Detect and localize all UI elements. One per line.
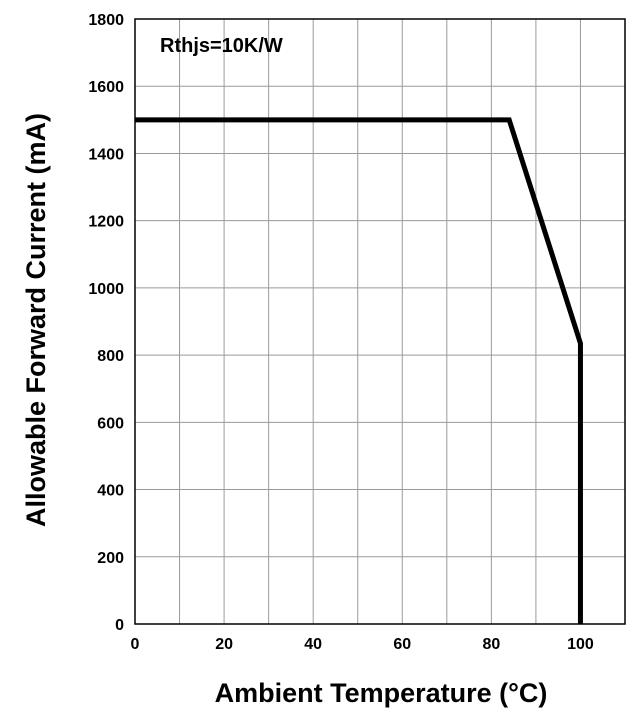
- x-tick-label: 60: [393, 636, 411, 653]
- x-tick-labels: 0 20 40 60 80 100: [131, 636, 594, 653]
- x-tick-label: 80: [482, 636, 500, 653]
- y-tick-label: 1200: [88, 214, 124, 231]
- y-tick-label: 1400: [88, 146, 124, 163]
- y-axis-title: Allowable Forward Current (mA): [21, 113, 51, 527]
- y-tick-label: 200: [97, 550, 124, 567]
- x-tick-label: 100: [567, 636, 594, 653]
- y-tick-labels: 0 200 400 600 800 1000 1200 1400 1600 1800: [88, 12, 124, 634]
- y-tick-label: 0: [115, 617, 124, 634]
- y-tick-label: 800: [97, 348, 124, 365]
- x-axis-title: Ambient Temperature (°C): [215, 678, 548, 708]
- series-line-0: [135, 117, 583, 624]
- grid: [135, 19, 625, 624]
- x-tick-label: 0: [131, 636, 140, 653]
- plot-frame: [134, 18, 626, 625]
- y-tick-label: 1600: [88, 79, 124, 96]
- x-tick-label: 40: [304, 636, 322, 653]
- x-tick-label: 20: [215, 636, 233, 653]
- annotation-rthjs: Rthjs=10K/W: [160, 35, 283, 57]
- y-tick-label: 1800: [88, 12, 124, 29]
- y-tick-label: 600: [97, 415, 124, 432]
- y-tick-label: 1000: [88, 281, 124, 298]
- y-tick-label: 400: [97, 483, 124, 500]
- series-layer: [135, 117, 583, 624]
